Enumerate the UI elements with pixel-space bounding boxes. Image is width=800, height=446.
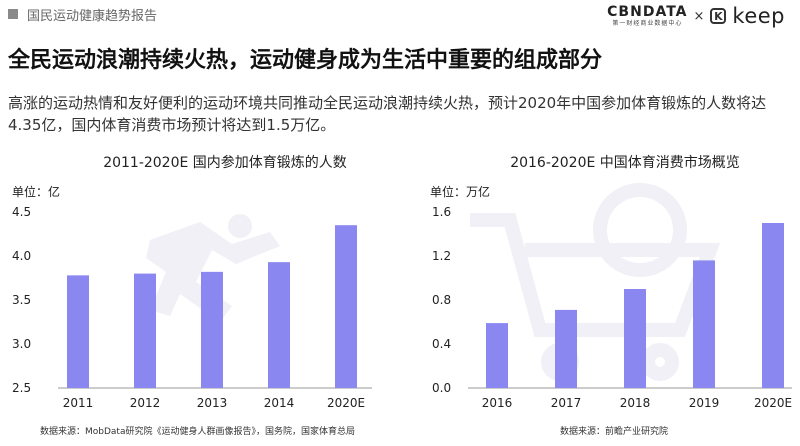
bar-2013 — [201, 271, 223, 388]
x-tick-label: 2012 — [130, 396, 161, 410]
cart-watermark-icon — [470, 183, 721, 381]
page-title: 全民运动浪潮持续火热，运动健身成为生活中重要的组成部分 — [8, 48, 603, 73]
bar-2020E — [335, 225, 357, 388]
keep-logo-text: keep — [732, 4, 785, 28]
y-tick-label: 3.5 — [12, 293, 31, 307]
cbndata-logo-subtext: 第一财经商业数据中心 — [612, 20, 683, 27]
chart-title: 2016-2020E 中国体育消费市场概览 — [510, 154, 740, 171]
y-tick-label: 0.0 — [432, 381, 451, 395]
bar-2020E — [762, 223, 784, 388]
x-tick-label: 2016 — [482, 396, 513, 410]
y-tick-label: 0.8 — [432, 293, 451, 307]
chart-exercise-population: 2011-2020E 国内参加体育锻炼的人数 单位：亿 4.5 4.0 3.5 3.0… — [12, 154, 372, 437]
chart-source: 数据来源：前瞻产业研究院 — [560, 425, 668, 437]
bar-2019 — [693, 260, 715, 388]
chart-unit: 单位：万亿 — [430, 184, 490, 199]
brand-logos: CBNDATA 第一财经商业数据中心 × K keep — [607, 4, 785, 28]
cbndata-logo-text: CBNDATA — [607, 4, 688, 20]
bar-2011 — [67, 275, 89, 388]
x-tick-label: 2019 — [689, 396, 720, 410]
y-tick-label: 1.2 — [432, 249, 451, 263]
x-tick-label: 2011 — [63, 396, 94, 410]
header-marker — [8, 9, 18, 19]
x-tick-label: 2014 — [264, 396, 295, 410]
bar-2012 — [134, 273, 156, 388]
y-tick-label: 0.4 — [432, 337, 451, 351]
bar-2014 — [268, 262, 290, 388]
chart-source: 数据来源：MobData研究院《运动健身人群画像报告》，国务院，国家体育总局 — [40, 425, 355, 437]
x-tick-label: 2013 — [197, 396, 228, 410]
chart-title: 2011-2020E 国内参加体育锻炼的人数 — [103, 154, 347, 171]
bar-2016 — [486, 323, 508, 388]
chart-sports-consumption: 2016-2020E 中国体育消费市场概览 单位：万亿 1.6 1.2 0.8 0.4… — [430, 154, 792, 437]
bar-2017 — [555, 309, 577, 388]
cbndata-logo: CBNDATA 第一财经商业数据中心 — [607, 4, 688, 28]
runner-watermark-icon — [146, 214, 280, 322]
y-tick-label: 4.0 — [12, 249, 31, 263]
keep-logo-icon: K — [710, 8, 727, 24]
x-tick-label: 2020E — [327, 396, 365, 410]
chart-unit: 单位：亿 — [12, 184, 60, 199]
logo-separator: × — [693, 8, 705, 24]
y-tick-label: 1.6 — [432, 205, 451, 219]
x-tick-label: 2020E — [754, 396, 792, 410]
section-label: 国民运动健康趋势报告 — [27, 9, 158, 24]
x-tick-label: 2018 — [620, 396, 651, 410]
y-tick-label: 4.5 — [12, 205, 31, 219]
page-description: 高涨的运动热情和友好便利的运动环境共同推动全民运动浪潮持续火热，预计2020年中… — [8, 94, 767, 134]
bar-2018 — [624, 289, 646, 388]
y-tick-label: 2.5 — [12, 381, 31, 395]
x-tick-label: 2017 — [551, 396, 582, 410]
y-tick-label: 3.0 — [12, 337, 31, 351]
